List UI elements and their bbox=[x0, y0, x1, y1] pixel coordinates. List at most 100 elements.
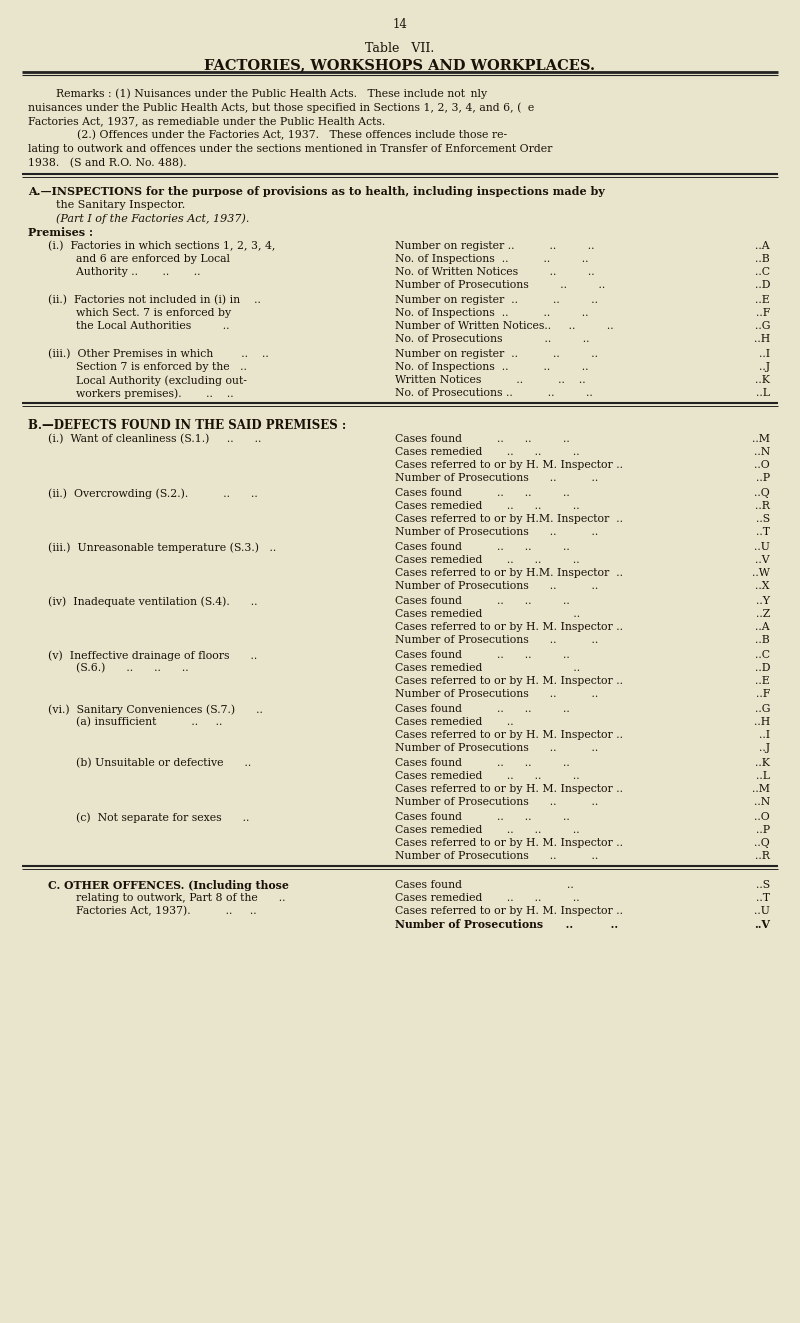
Text: Cases remedied       ..      ..         ..: Cases remedied .. .. .. bbox=[395, 556, 580, 565]
Text: (i.)  Want of cleanliness (S.1.)     ..      ..: (i.) Want of cleanliness (S.1.) .. .. bbox=[48, 434, 262, 445]
Text: (iii.)  Other Premises in which        ..    ..: (iii.) Other Premises in which .. .. bbox=[48, 349, 269, 360]
Text: Factories Act, 1937, as remediable under the Public Health Acts.: Factories Act, 1937, as remediable under… bbox=[28, 116, 386, 126]
Text: Cases referred to or by H. M. Inspector ..: Cases referred to or by H. M. Inspector … bbox=[395, 460, 623, 470]
Text: Number of Prosecutions      ..          ..: Number of Prosecutions .. .. bbox=[395, 527, 598, 537]
Text: ..R: ..R bbox=[755, 851, 770, 861]
Text: Number of Prosecutions      ..          ..: Number of Prosecutions .. .. bbox=[395, 581, 598, 591]
Text: ..M: ..M bbox=[752, 785, 770, 794]
Text: ..P: ..P bbox=[756, 474, 770, 483]
Text: No. of Written Notices         ..         ..: No. of Written Notices .. .. bbox=[395, 267, 594, 277]
Text: ..G: ..G bbox=[754, 704, 770, 714]
Text: Remarks : (1) Nuisances under the Public Health Acts.   These include not nly: Remarks : (1) Nuisances under the Public… bbox=[28, 89, 487, 98]
Text: ..E: ..E bbox=[755, 295, 770, 306]
Text: ..R: ..R bbox=[755, 501, 770, 511]
Text: ..F: ..F bbox=[756, 689, 770, 699]
Text: 1938.   (S and R.O. No. 488).: 1938. (S and R.O. No. 488). bbox=[28, 157, 186, 168]
Text: ..V: ..V bbox=[754, 919, 770, 930]
Text: ..L: ..L bbox=[756, 388, 770, 398]
Text: ..B: ..B bbox=[755, 635, 770, 646]
Text: (b) Unsuitable or defective      ..: (b) Unsuitable or defective .. bbox=[48, 758, 251, 769]
Text: (c)  Not separate for sexes      ..: (c) Not separate for sexes .. bbox=[48, 812, 250, 823]
Text: ..L: ..L bbox=[756, 771, 770, 781]
Text: Number on register ..          ..         ..: Number on register .. .. .. bbox=[395, 241, 594, 251]
Text: Number on register  ..          ..         ..: Number on register .. .. .. bbox=[395, 295, 598, 306]
Text: Cases found          ..      ..         ..: Cases found .. .. .. bbox=[395, 434, 570, 445]
Text: Cases found          ..      ..         ..: Cases found .. .. .. bbox=[395, 812, 570, 822]
Text: ..H: ..H bbox=[754, 333, 770, 344]
Text: ..P: ..P bbox=[756, 826, 770, 835]
Text: Cases remedied       ..      ..         ..: Cases remedied .. .. .. bbox=[395, 501, 580, 511]
Text: Cases found          ..      ..         ..: Cases found .. .. .. bbox=[395, 542, 570, 552]
Text: ..A: ..A bbox=[755, 622, 770, 632]
Text: and 6 are enforced by Local: and 6 are enforced by Local bbox=[48, 254, 230, 265]
Text: ..T: ..T bbox=[756, 893, 770, 904]
Text: Cases remedied       ..      ..         ..: Cases remedied .. .. .. bbox=[395, 893, 580, 904]
Text: ..D: ..D bbox=[754, 663, 770, 673]
Text: Cases referred to or by H. M. Inspector ..: Cases referred to or by H. M. Inspector … bbox=[395, 906, 623, 916]
Text: ..O: ..O bbox=[754, 460, 770, 470]
Text: B.—DEFECTS FOUND IN THE SAID PREMISES :: B.—DEFECTS FOUND IN THE SAID PREMISES : bbox=[28, 419, 346, 433]
Text: Local Authority (excluding out-: Local Authority (excluding out- bbox=[48, 374, 247, 385]
Text: ..C: ..C bbox=[755, 267, 770, 277]
Text: Factories Act, 1937).          ..     ..: Factories Act, 1937). .. .. bbox=[48, 906, 257, 917]
Text: Premises :: Premises : bbox=[28, 228, 93, 238]
Text: (ii.)  Factories not included in (i) in    ..: (ii.) Factories not included in (i) in .… bbox=[48, 295, 261, 306]
Text: Cases remedied                          ..: Cases remedied .. bbox=[395, 663, 580, 673]
Text: ..H: ..H bbox=[754, 717, 770, 728]
Text: ..N: ..N bbox=[754, 447, 770, 456]
Text: Cases found          ..      ..         ..: Cases found .. .. .. bbox=[395, 488, 570, 497]
Text: ..U: ..U bbox=[754, 906, 770, 916]
Text: Section 7 is enforced by the   ..: Section 7 is enforced by the .. bbox=[48, 363, 247, 372]
Text: Number of Prosecutions      ..          ..: Number of Prosecutions .. .. bbox=[395, 689, 598, 699]
Text: No. of Prosecutions            ..         ..: No. of Prosecutions .. .. bbox=[395, 333, 590, 344]
Text: (ii.)  Overcrowding (S.2.).          ..      ..: (ii.) Overcrowding (S.2.). .. .. bbox=[48, 488, 258, 499]
Text: No. of Inspections  ..          ..         ..: No. of Inspections .. .. .. bbox=[395, 254, 589, 265]
Text: ..I: ..I bbox=[759, 730, 770, 740]
Text: ..Q: ..Q bbox=[754, 488, 770, 497]
Text: (2.) Offences under the Factories Act, 1937.   These offences include those re-: (2.) Offences under the Factories Act, 1… bbox=[28, 130, 507, 140]
Text: ..M: ..M bbox=[752, 434, 770, 445]
Text: (a) insufficient          ..     ..: (a) insufficient .. .. bbox=[48, 717, 222, 728]
Text: Number of Prosecutions      ..          ..: Number of Prosecutions .. .. bbox=[395, 851, 598, 861]
Text: Table   VII.: Table VII. bbox=[366, 42, 434, 56]
Text: Number of Prosecutions      ..          ..: Number of Prosecutions .. .. bbox=[395, 635, 598, 646]
Text: 14: 14 bbox=[393, 19, 407, 30]
Text: (vi.)  Sanitary Conveniences (S.7.)      ..: (vi.) Sanitary Conveniences (S.7.) .. bbox=[48, 704, 263, 714]
Text: No. of Inspections  ..          ..         ..: No. of Inspections .. .. .. bbox=[395, 308, 589, 318]
Text: ..G: ..G bbox=[754, 321, 770, 331]
Text: the Sanitary Inspector.: the Sanitary Inspector. bbox=[28, 200, 186, 210]
Text: Number of Prosecutions         ..         ..: Number of Prosecutions .. .. bbox=[395, 280, 606, 290]
Text: (Part I of the Factories Act, 1937).: (Part I of the Factories Act, 1937). bbox=[28, 213, 250, 224]
Text: Cases found          ..      ..         ..: Cases found .. .. .. bbox=[395, 595, 570, 606]
Text: Written Notices          ..          ..    ..: Written Notices .. .. .. bbox=[395, 374, 586, 385]
Text: ..C: ..C bbox=[755, 650, 770, 660]
Text: Cases referred to or by H. M. Inspector ..: Cases referred to or by H. M. Inspector … bbox=[395, 837, 623, 848]
Text: Number on register  ..          ..         ..: Number on register .. .. .. bbox=[395, 349, 598, 359]
Text: Number of Prosecutions      ..          ..: Number of Prosecutions .. .. bbox=[395, 744, 598, 753]
Text: (iv)  Inadequate ventilation (S.4).      ..: (iv) Inadequate ventilation (S.4). .. bbox=[48, 595, 258, 606]
Text: ..Q: ..Q bbox=[754, 837, 770, 848]
Text: Cases referred to or by H. M. Inspector ..: Cases referred to or by H. M. Inspector … bbox=[395, 730, 623, 740]
Text: FACTORIES, WORKSHOPS AND WORKPLACES.: FACTORIES, WORKSHOPS AND WORKPLACES. bbox=[205, 58, 595, 71]
Text: Cases found                              ..: Cases found .. bbox=[395, 880, 574, 890]
Text: Cases found          ..      ..         ..: Cases found .. .. .. bbox=[395, 650, 570, 660]
Text: nuisances under the Public Health Acts, but those specified in Sections 1, 2, 3,: nuisances under the Public Health Acts, … bbox=[28, 102, 534, 112]
Text: No. of Inspections  ..          ..         ..: No. of Inspections .. .. .. bbox=[395, 363, 589, 372]
Text: ..J: ..J bbox=[759, 744, 770, 753]
Text: workers premises).       ..    ..: workers premises). .. .. bbox=[48, 388, 234, 398]
Text: Cases referred to or by H. M. Inspector ..: Cases referred to or by H. M. Inspector … bbox=[395, 622, 623, 632]
Text: ..F: ..F bbox=[756, 308, 770, 318]
Text: Cases found          ..      ..         ..: Cases found .. .. .. bbox=[395, 758, 570, 767]
Text: ..I: ..I bbox=[759, 349, 770, 359]
Text: ..S: ..S bbox=[756, 880, 770, 890]
Text: ..T: ..T bbox=[756, 527, 770, 537]
Text: (iii.)  Unreasonable temperature (S.3.)   ..: (iii.) Unreasonable temperature (S.3.) .… bbox=[48, 542, 276, 553]
Text: ..J: ..J bbox=[759, 363, 770, 372]
Text: ..X: ..X bbox=[755, 581, 770, 591]
Text: ..A: ..A bbox=[755, 241, 770, 251]
Text: ..D: ..D bbox=[754, 280, 770, 290]
Text: (S.6.)      ..      ..      ..: (S.6.) .. .. .. bbox=[48, 663, 189, 673]
Text: No. of Prosecutions ..          ..         ..: No. of Prosecutions .. .. .. bbox=[395, 388, 593, 398]
Text: C. OTHER OFFENCES. (Including those: C. OTHER OFFENCES. (Including those bbox=[48, 880, 289, 890]
Text: ..V: ..V bbox=[755, 556, 770, 565]
